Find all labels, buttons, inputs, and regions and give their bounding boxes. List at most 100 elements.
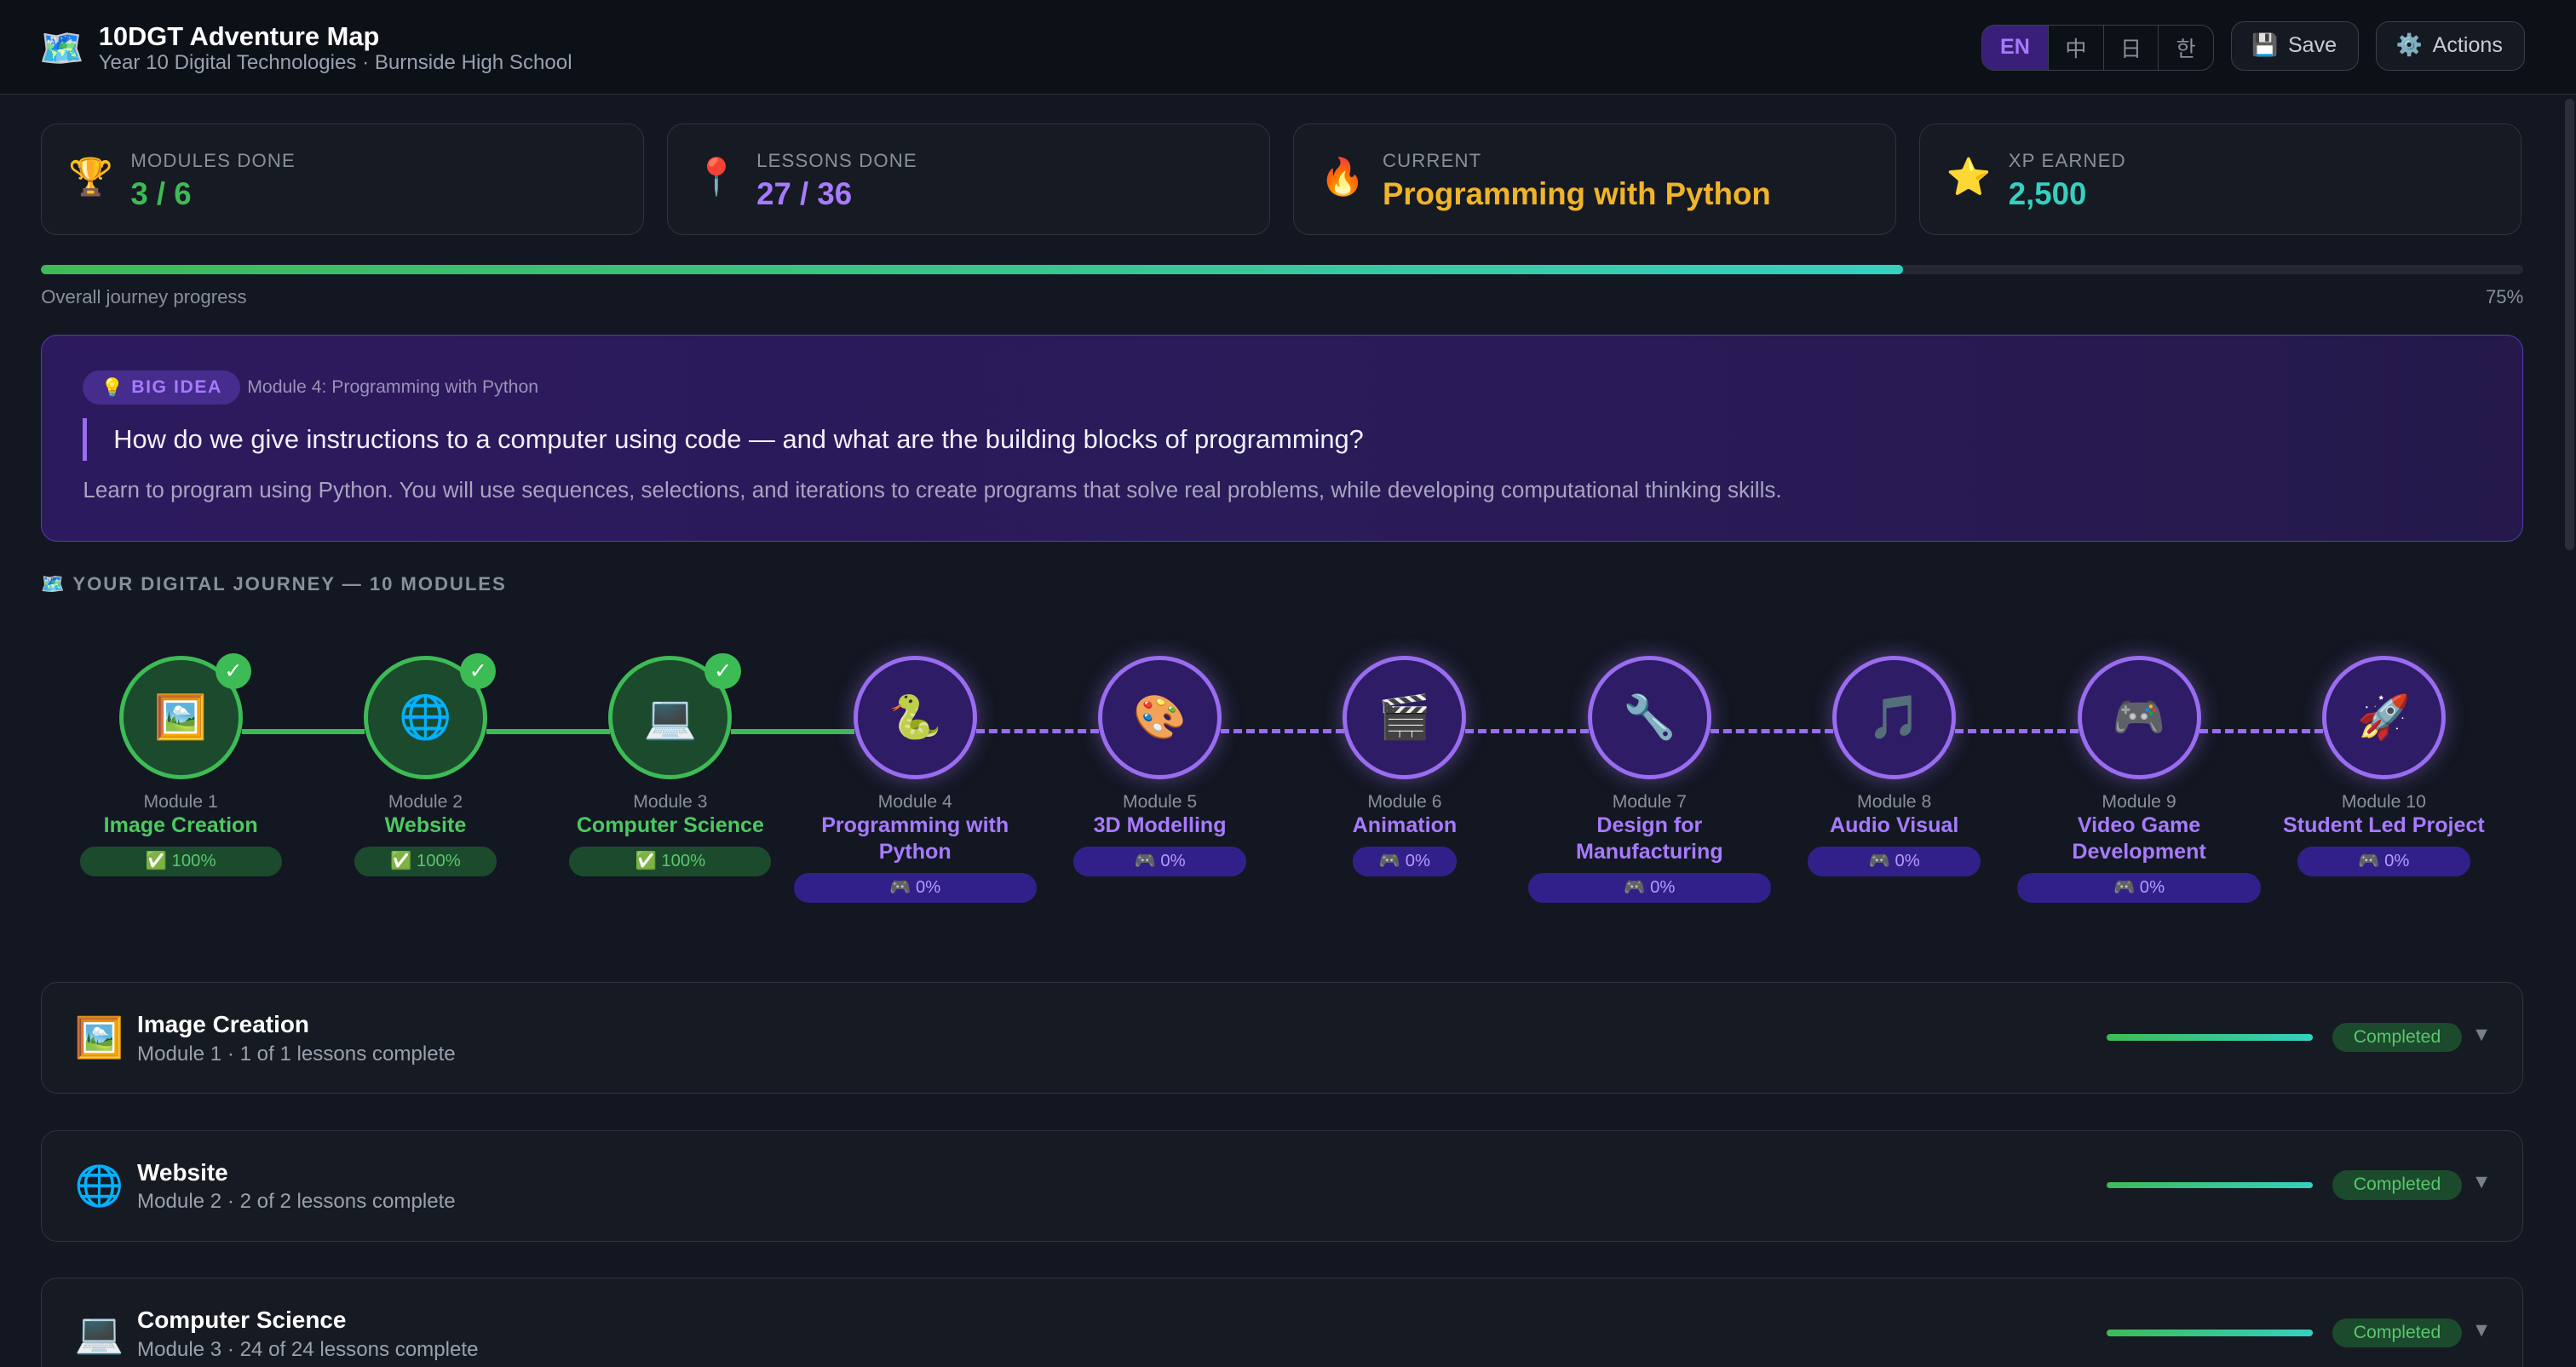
module-circle[interactable]: 🌐 ✓	[364, 652, 497, 779]
actions-button[interactable]: ⚙️ Actions	[2375, 21, 2526, 71]
stat-value: 27 / 36	[756, 176, 853, 212]
module-circle[interactable]: 🎵	[1832, 655, 1957, 779]
module-card-title: Website	[137, 1158, 228, 1186]
module-number: Module 5	[1122, 791, 1198, 812]
journey-node[interactable]: 🌐 ✓ Module 2 Website ✅ 100%	[302, 652, 549, 877]
app-subtitle: Year 10 Digital Technologies · Burnside …	[98, 50, 572, 74]
stat-value: Programming with Python	[1382, 176, 1771, 212]
badge-label: BIG IDEA	[131, 377, 222, 398]
stat-card: 🔥 CURRENT Programming with Python	[1292, 123, 1896, 235]
module-name: 3D Modelling	[1093, 813, 1227, 837]
module-number: Module 2	[388, 791, 463, 812]
module-circle[interactable]: 🎬	[1343, 655, 1467, 779]
journey-connector	[975, 729, 1100, 733]
module-circle[interactable]: 🎨	[1098, 655, 1222, 779]
stat-card: 📍 LESSONS DONE 27 / 36	[667, 123, 1270, 235]
module-progress-pill: ✅ 100%	[569, 847, 772, 877]
stat-label: CURRENT	[1382, 150, 1482, 172]
module-progress-bar	[2107, 1181, 2313, 1189]
module-name: Website	[384, 813, 467, 837]
check-icon: ✓	[460, 652, 497, 690]
big-idea-question: How do we give instructions to a compute…	[83, 417, 1364, 461]
module-progress-bar	[2107, 1330, 2313, 1336]
journey-node[interactable]: 🚀 Module 10 Student Led Project 🎮 0%	[2261, 655, 2507, 877]
journey-connector	[1465, 729, 1589, 733]
module-card-title: Computer Science	[137, 1307, 347, 1334]
lang-ko-button[interactable]: 한	[2176, 37, 2196, 61]
module-icon: 🎮	[2112, 692, 2166, 741]
journey-node[interactable]: 🐍 Module 4 Programming with Python 🎮 0%	[792, 655, 1038, 903]
module-card-subtitle: Module 2 · 2 of 2 lessons complete	[137, 1190, 456, 1214]
module-card-title: Image Creation	[137, 1011, 309, 1038]
progress-percent: 75%	[2485, 285, 2524, 307]
journey-connector	[1955, 729, 2079, 733]
module-icon: 🐍	[888, 692, 942, 741]
module-name: Student Led Project	[2283, 813, 2485, 837]
module-circle[interactable]: 🚀	[2321, 655, 2446, 779]
journey-node[interactable]: 🔧 Module 7 Design for Manufacturing 🎮 0%	[1527, 655, 1773, 903]
module-icon: 🎬	[1377, 692, 1432, 741]
journey-node[interactable]: 🎬 Module 6 Animation 🎮 0%	[1281, 655, 1527, 877]
journey-node[interactable]: 🎵 Module 8 Audio Visual 🎮 0%	[1771, 655, 2017, 877]
lang-en-button[interactable]: EN	[1981, 25, 2050, 70]
progress-label: Overall journey progress	[41, 285, 247, 307]
header: 🗺️ 10DGT Adventure Map Year 10 Digital T…	[0, 0, 2576, 95]
save-button[interactable]: 💾 Save	[2231, 21, 2360, 71]
module-progress-pill: ✅ 100%	[79, 847, 282, 877]
module-circle[interactable]: 🖼️ ✓	[118, 652, 252, 779]
module-circle[interactable]: 🐍	[853, 655, 977, 779]
language-switcher: EN 中 日 한	[1981, 24, 2214, 71]
stat-icon: 🔥	[1320, 157, 1366, 198]
lightbulb-icon: 💡	[101, 377, 125, 398]
module-progress-pill: 🎮 0%	[793, 873, 1037, 903]
floppy-disk-icon: 💾	[2251, 33, 2279, 58]
stat-card: 🏆 MODULES DONE 3 / 6	[41, 123, 644, 235]
module-number: Module 4	[877, 791, 952, 812]
stat-icon: 📍	[693, 157, 739, 198]
module-card[interactable]: 🖼️ Image Creation Module 1 · 1 of 1 lesson…	[41, 982, 2524, 1094]
chevron-down-icon[interactable]: ▼	[2471, 1318, 2492, 1341]
status-badge: Completed	[2332, 1318, 2463, 1348]
chevron-down-icon[interactable]: ▼	[2471, 1022, 2492, 1045]
journey-node[interactable]: 🎮 Module 9 Video Game Development 🎮 0%	[2015, 655, 2262, 903]
module-icon: 🔧	[1623, 692, 1676, 741]
module-icon: 🖼️	[74, 1014, 124, 1060]
stat-label: XP EARNED	[2008, 150, 2126, 172]
lang-zh-button[interactable]: 中	[2049, 25, 2104, 70]
progress-fill	[41, 264, 1903, 275]
module-name: Image Creation	[103, 813, 258, 837]
journey-node[interactable]: 💻 ✓ Module 3 Computer Science ✅ 100%	[547, 652, 793, 877]
module-card-subtitle: Module 1 · 1 of 1 lessons complete	[137, 1042, 456, 1065]
scrollbar[interactable]	[2564, 98, 2575, 551]
module-name: Animation	[1352, 813, 1458, 837]
lang-ja-button[interactable]: 日	[2104, 25, 2159, 70]
stat-card: ⭐ XP EARNED 2,500	[1918, 123, 2522, 235]
journey-title: 🗺️ YOUR DIGITAL JOURNEY — 10 MODULES	[41, 573, 507, 595]
actions-label: Actions	[2432, 33, 2503, 58]
journey-connector	[1710, 729, 1834, 733]
module-card[interactable]: 💻 Computer Science Module 3 · 24 of 24 les…	[41, 1278, 2524, 1367]
overall-progress-bar	[41, 264, 2524, 275]
module-number: Module 1	[143, 791, 218, 812]
module-name: Audio Visual	[1830, 813, 1959, 837]
journey-node[interactable]: 🎨 Module 5 3D Modelling 🎮 0%	[1037, 655, 1283, 877]
module-circle[interactable]: 🎮	[2077, 655, 2201, 779]
status-badge: Completed	[2332, 1170, 2463, 1200]
module-progress-fill	[2107, 1034, 2313, 1041]
module-progress-pill: ✅ 100%	[354, 847, 497, 877]
module-icon: 🖼️	[153, 692, 208, 741]
check-icon: ✓	[215, 652, 252, 690]
module-progress-pill: 🎮 0%	[1073, 847, 1246, 877]
module-card[interactable]: 🌐 Website Module 2 · 2 of 2 lessons comple…	[41, 1129, 2524, 1243]
module-circle[interactable]: 💻 ✓	[608, 652, 741, 779]
journey-connector	[241, 729, 365, 735]
stat-label: LESSONS DONE	[756, 150, 917, 172]
stat-value: 2,500	[2008, 176, 2087, 212]
chevron-down-icon[interactable]: ▼	[2471, 1170, 2492, 1193]
module-progress-pill: 🎮 0%	[1808, 847, 1981, 877]
journey-node[interactable]: 🖼️ ✓ Module 1 Image Creation ✅ 100%	[58, 652, 304, 877]
module-icon: 💻	[643, 692, 698, 741]
module-circle[interactable]: 🔧	[1587, 655, 1711, 779]
module-progress-pill: 🎮 0%	[2017, 873, 2261, 903]
map-icon: 🗺️	[39, 27, 85, 68]
